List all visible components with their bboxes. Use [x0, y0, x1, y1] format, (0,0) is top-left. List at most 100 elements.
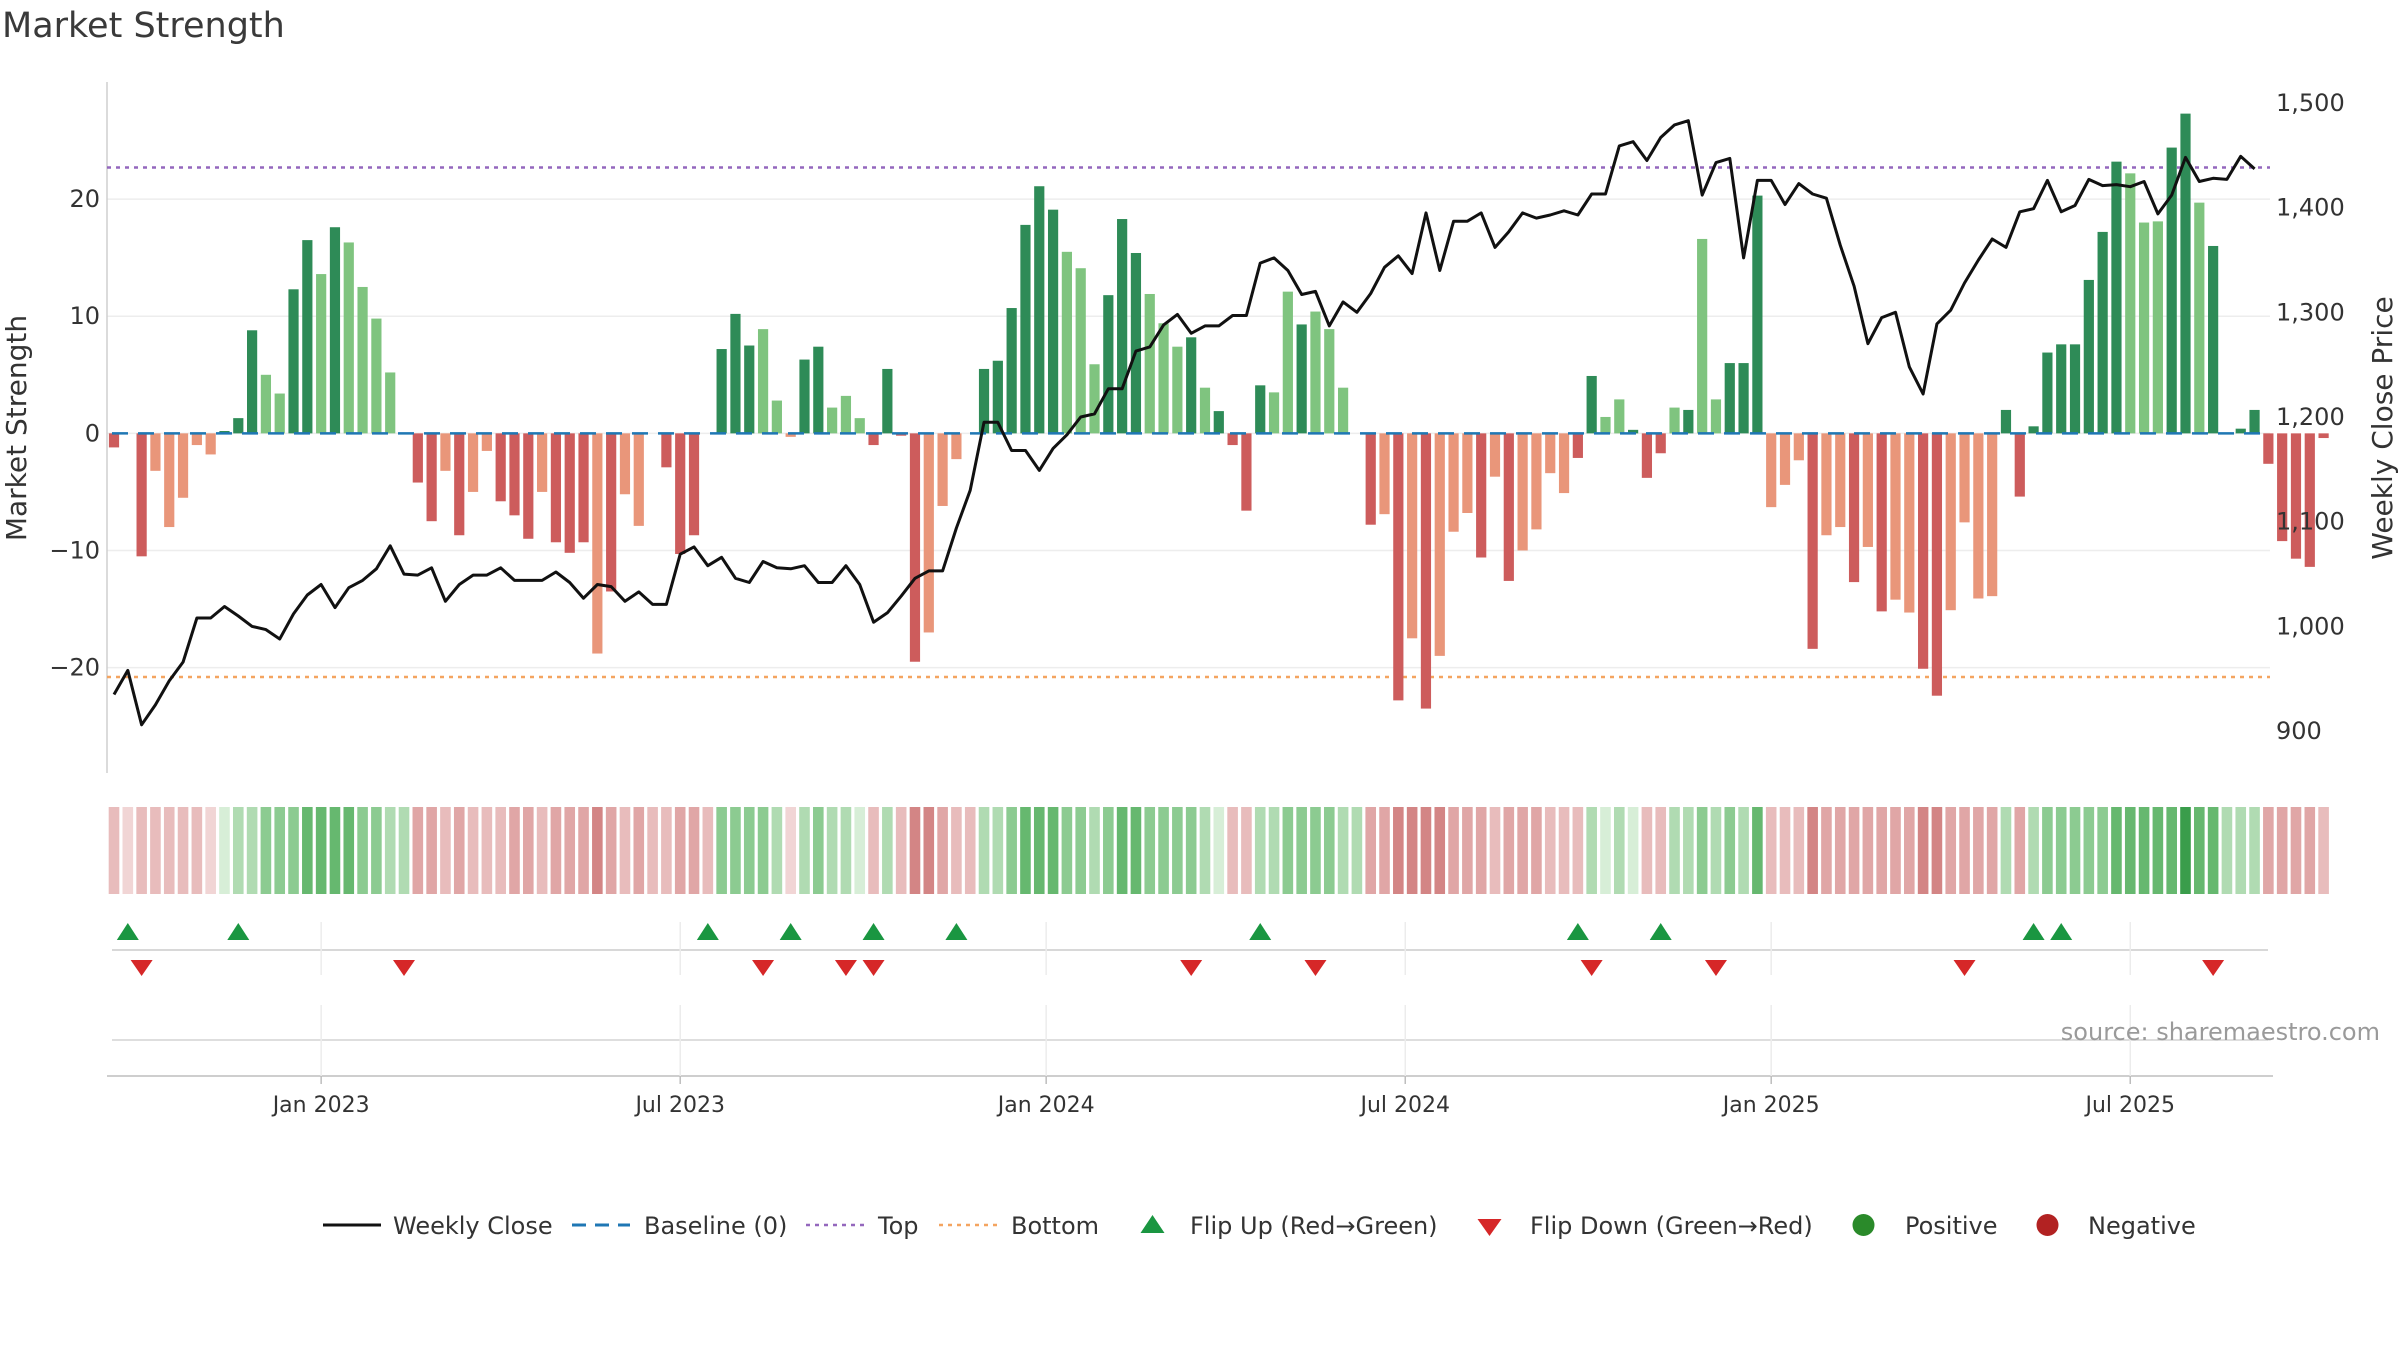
heat-cell	[937, 807, 948, 894]
heat-cell	[1268, 807, 1280, 894]
heat-cell	[1199, 807, 1211, 894]
strength-bar	[688, 433, 700, 536]
heat-cell	[2055, 807, 2067, 894]
strength-bar	[923, 433, 934, 633]
strength-bar	[578, 433, 589, 543]
heat-cell	[1517, 807, 1528, 894]
heat-cell	[578, 807, 589, 894]
strength-bar	[329, 227, 341, 434]
strength-bars	[108, 113, 2329, 709]
heat-cell	[481, 807, 493, 894]
heat-cell	[426, 807, 437, 894]
strength-bar	[1213, 411, 1224, 434]
strength-bar	[785, 433, 796, 437]
heat-cell	[1558, 807, 1570, 894]
heat-cell	[1130, 807, 1142, 894]
strength-bar	[1586, 375, 1597, 434]
strength-bar	[1918, 433, 1929, 669]
heat-cell	[1351, 807, 1363, 894]
strength-bar	[1034, 186, 1045, 434]
strength-bar	[1835, 433, 1846, 528]
strength-bar	[1738, 363, 1749, 434]
heat-cell	[1462, 807, 1473, 894]
heat-cell	[785, 807, 796, 894]
heat-cell	[1282, 807, 1294, 894]
strength-bar	[1503, 433, 1514, 581]
heat-cell	[1724, 807, 1736, 894]
strength-bar	[1324, 329, 1335, 434]
strength-bar	[2249, 409, 2260, 434]
x-tick-label: Jul 2023	[633, 1093, 725, 1118]
strength-bar	[1752, 195, 1763, 434]
strength-bar	[2138, 222, 2150, 434]
strength-bar	[1987, 433, 1998, 597]
legend-label: Flip Up (Red→Green)	[1190, 1212, 1438, 1240]
strength-bar	[412, 433, 423, 483]
strength-bar	[951, 433, 962, 460]
left-axis-title: Market Strength	[0, 315, 33, 541]
strength-bar	[1697, 238, 1708, 434]
page-title: Market Strength	[2, 6, 285, 46]
heat-cell	[1793, 807, 1805, 894]
heat-cell	[757, 807, 769, 894]
heat-cell	[1586, 807, 1597, 894]
heat-cell	[661, 807, 672, 894]
heat-cell	[302, 807, 313, 894]
flip-down-marker	[1304, 960, 1327, 976]
strength-bar	[205, 433, 216, 455]
heat-cell	[1765, 807, 1777, 894]
strength-bar	[1310, 311, 1321, 434]
flip-down-marker	[862, 960, 885, 976]
flip-down-marker	[752, 960, 775, 976]
heat-cell	[191, 807, 203, 894]
strength-bar	[1641, 433, 1653, 478]
strength-bar	[1255, 385, 1266, 434]
strength-bar	[1476, 433, 1487, 558]
strength-bar	[191, 433, 202, 446]
strength-bar	[1862, 433, 1873, 547]
heat-cell	[1986, 807, 1998, 894]
heat-cell	[2180, 807, 2191, 894]
strength-bar	[247, 330, 258, 434]
heat-cell	[232, 807, 244, 894]
heat-cell	[1641, 807, 1653, 894]
strength-bar	[2290, 433, 2302, 559]
strength-bar	[2014, 433, 2025, 497]
heat-cell	[730, 807, 741, 894]
heat-cell	[882, 807, 893, 894]
strength-bar	[1531, 433, 1542, 530]
strength-bar	[1973, 433, 1984, 599]
flip-down-marker	[1704, 960, 1727, 976]
heat-cell	[467, 807, 479, 894]
heat-cell	[550, 807, 562, 894]
strength-bar	[2042, 352, 2053, 434]
heat-cell	[1337, 807, 1349, 894]
strength-bar	[523, 433, 534, 539]
heat-cell	[343, 807, 355, 894]
heat-cell	[2042, 807, 2053, 894]
strength-bar	[1020, 224, 1031, 434]
heat-cell	[1047, 807, 1059, 894]
heat-cell	[2221, 807, 2233, 894]
strength-bar	[2125, 173, 2136, 434]
heat-cell	[384, 807, 396, 894]
strength-bar	[2277, 433, 2288, 542]
flip-down-marker	[393, 960, 416, 976]
strength-bar	[1089, 364, 1100, 434]
strength-bar	[771, 400, 782, 434]
strength-bar	[136, 433, 147, 557]
heat-cell	[2263, 807, 2274, 894]
heat-cell	[2304, 807, 2316, 894]
strength-bar	[385, 372, 396, 434]
strength-bar	[1227, 433, 1238, 446]
strength-bar	[2097, 231, 2108, 434]
heat-cell	[1779, 807, 1791, 894]
heat-cell	[1503, 807, 1515, 894]
strength-bar	[661, 433, 672, 468]
flip-down-marker	[1180, 960, 1203, 976]
heat-cell	[564, 807, 576, 894]
legend-label: Bottom	[1011, 1212, 1099, 1240]
heat-cell	[371, 807, 382, 894]
legend-label: Weekly Close	[393, 1212, 553, 1240]
left-tick-label: −10	[49, 536, 100, 564]
